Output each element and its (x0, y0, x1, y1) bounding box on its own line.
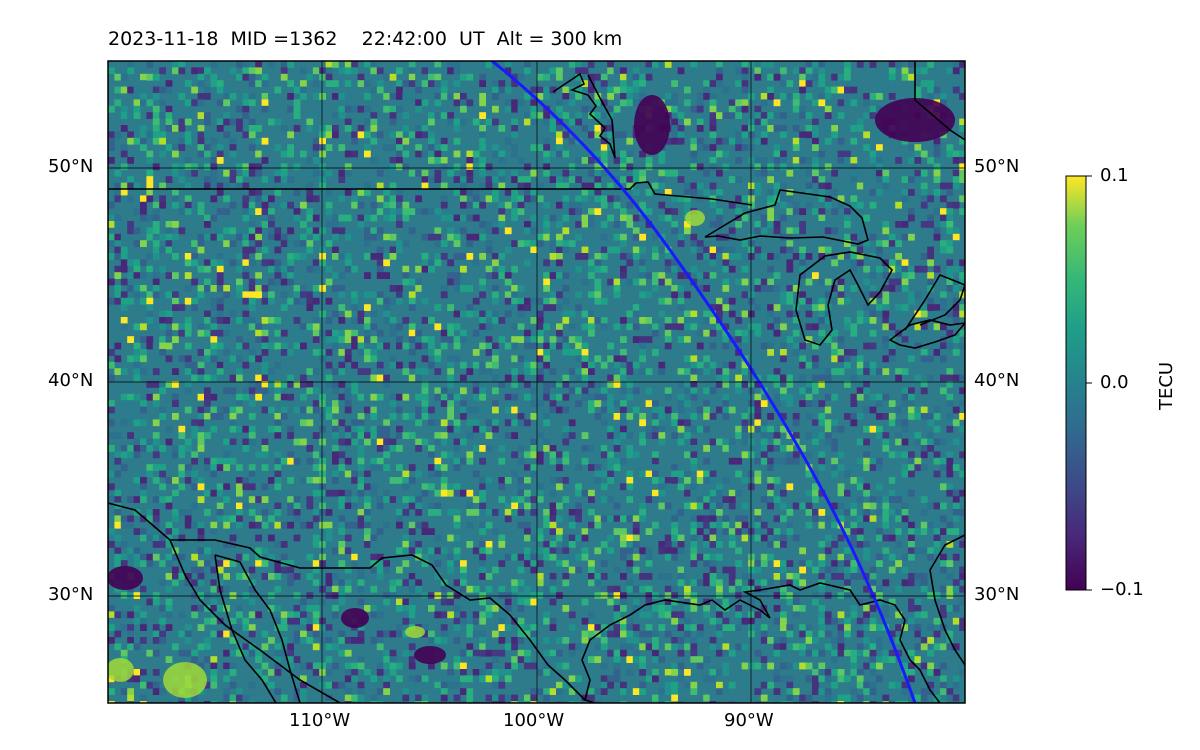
colorbar-tick-zero: 0.0 (1100, 372, 1129, 393)
tec-pixels (108, 61, 965, 703)
colorbar-tick-max: 0.1 (1100, 165, 1129, 186)
great-lakes-michigan (795, 251, 893, 346)
map-title: 2023-11-18 MID =1362 22:42:00 UT Alt = 3… (108, 28, 623, 50)
lat-label-30-left: 30°N (48, 584, 94, 605)
us-canada-border (108, 181, 753, 206)
colorbar-ticks (1086, 175, 1092, 591)
lat-label-40-left: 40°N (48, 370, 94, 391)
lon-label-100w: 100°W (503, 710, 565, 731)
mexico-pacific-coast (108, 502, 341, 703)
coastlines (108, 61, 965, 703)
canada-east (914, 61, 965, 141)
us-mexico-border (170, 539, 596, 703)
colorbar-tick-min: −0.1 (1100, 579, 1144, 600)
great-lakes-erie-huron (888, 274, 965, 349)
baja-california (214, 554, 301, 703)
satellite-track (491, 61, 917, 703)
lat-label-50-left: 50°N (48, 156, 94, 177)
graticule (108, 61, 965, 703)
great-lakes-superior (704, 189, 869, 245)
colorbar (1065, 175, 1087, 591)
map-frame (107, 60, 966, 704)
lat-label-50-right: 50°N (974, 156, 1020, 177)
lon-label-110w: 110°W (289, 710, 351, 731)
hudson-bay-shore (552, 72, 616, 159)
lat-label-30-right: 30°N (974, 584, 1020, 605)
lat-label-40-right: 40°N (974, 370, 1020, 391)
florida-east-coast (929, 534, 965, 666)
colorbar-label: TECU (1156, 361, 1177, 410)
lon-label-90w: 90°W (724, 710, 774, 731)
